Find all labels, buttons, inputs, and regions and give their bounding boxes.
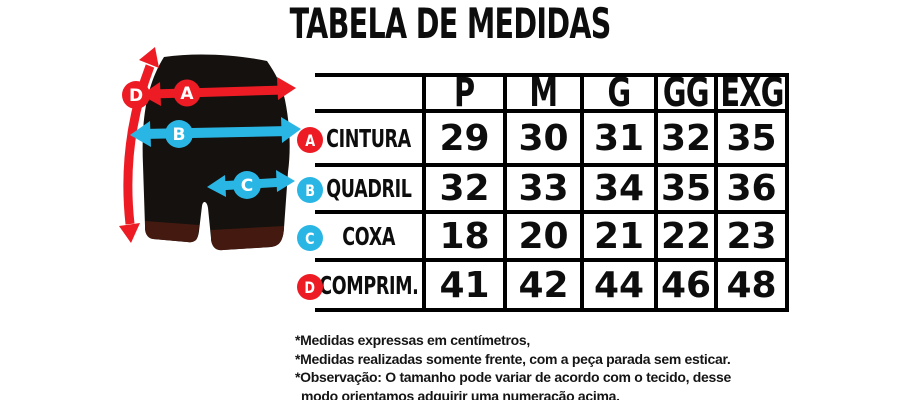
row-marker-b-badge: B (297, 177, 323, 203)
figure-marker-b-letter: B (173, 125, 186, 145)
size-value-cell: 42 (507, 262, 584, 308)
note-line-4: modo orientamos adquirir uma numeração a… (301, 387, 620, 400)
size-value-cell: 33 (507, 167, 584, 214)
size-value-cell: 46 (658, 262, 718, 308)
size-value-cell: 44 (584, 262, 658, 308)
size-value-cell: 31 (584, 113, 658, 167)
row-marker-c-badge: C (297, 225, 323, 251)
left-leg-cuff (145, 221, 199, 243)
size-value-cell: 20 (507, 214, 584, 262)
figure-marker-c: C (233, 171, 261, 199)
column-header-gg: GG (658, 77, 718, 113)
row-label-text: QUADRIL (325, 174, 412, 203)
size-value-cell: 22 (658, 214, 718, 262)
right-leg-cuff (211, 226, 284, 251)
figure-marker-c-letter: C (241, 176, 253, 196)
size-value-cell: 32 (426, 167, 507, 214)
column-header-label: M (529, 77, 559, 113)
row-marker-letter: C (305, 228, 315, 248)
size-value-cell: 32 (658, 113, 718, 167)
column-header-label: GG (663, 77, 710, 113)
corner-cell (315, 77, 426, 113)
size-value-cell: 35 (718, 113, 785, 167)
row-marker-letter: A (305, 130, 315, 150)
size-value-cell: 48 (718, 262, 785, 308)
column-header-label: G (607, 77, 632, 113)
figure-marker-b: B (165, 120, 193, 148)
page-title-text: TABELA DE MEDIDAS (289, 0, 611, 48)
size-value-cell: 21 (584, 214, 658, 262)
size-value-cell: 34 (584, 167, 658, 214)
row-marker-d-badge: D (297, 274, 323, 300)
row-marker-a-badge: A (297, 127, 323, 153)
row-marker-letter: B (305, 180, 315, 200)
shorts-measurement-figure: D A B C (119, 47, 301, 251)
size-chart-table: P M G GG EXG CINTURA 29 30 31 32 35 QUAD… (315, 73, 789, 312)
row-label-text: CINTURA (326, 123, 411, 153)
size-value-cell: 23 (718, 214, 785, 262)
row-label-comprim: COMPRIM. (315, 262, 426, 308)
shorts-silhouette (142, 54, 290, 251)
figure-marker-a-letter: A (180, 84, 194, 104)
size-value-cell: 29 (426, 113, 507, 167)
column-header-p: P (426, 77, 507, 113)
row-label-quadril: QUADRIL (315, 167, 426, 214)
figure-marker-a: A (173, 79, 201, 107)
size-value-cell: 36 (718, 167, 785, 214)
figure-marker-d: D (122, 81, 150, 109)
figure-marker-d-letter: D (129, 86, 143, 106)
row-label-text: COXA (342, 221, 395, 251)
note-line-2: *Medidas realizadas somente frente, com … (295, 350, 731, 367)
page-title: TABELA DE MEDIDAS (0, 2, 900, 46)
row-label-cintura: CINTURA (315, 113, 426, 167)
size-value-cell: 30 (507, 113, 584, 167)
row-label-text: COMPRIM. (318, 270, 419, 300)
column-header-label: P (454, 77, 475, 113)
column-header-m: M (507, 77, 584, 113)
note-line-1: *Medidas expressas em centímetros, (295, 332, 530, 348)
column-header-exg: EXG (718, 77, 785, 113)
column-header-g: G (584, 77, 658, 113)
size-value-cell: 35 (658, 167, 718, 214)
row-marker-letter: D (304, 277, 316, 297)
size-value-cell: 41 (426, 262, 507, 308)
column-header-label: EXG (719, 77, 784, 113)
row-label-coxa: COXA (315, 214, 426, 262)
measurement-notes: *Medidas expressas em centímetros, *Medi… (295, 331, 731, 400)
note-line-3: *Observação: O tamanho pode variar de ac… (295, 369, 731, 385)
size-value-cell: 18 (426, 214, 507, 262)
